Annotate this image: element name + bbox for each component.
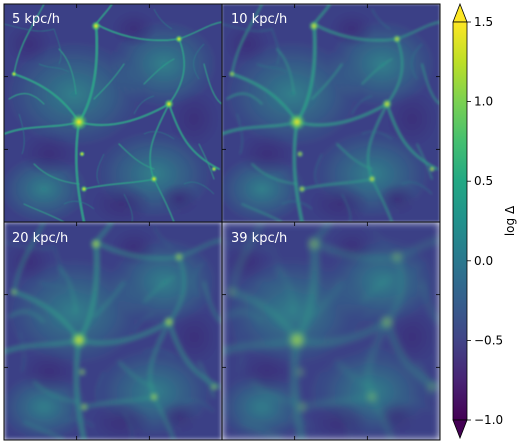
panel-top-left-image xyxy=(4,4,222,222)
colorbar-extend-top xyxy=(452,2,468,23)
colorbar-tick-label: 0.0 xyxy=(474,254,493,268)
colorbar-tick-label: 0.5 xyxy=(474,174,493,188)
panel-bottom-right: 39 kpc/h xyxy=(222,222,440,440)
panel-top-right: 10 kpc/h xyxy=(222,4,440,222)
colorbar-tick-label: −0.5 xyxy=(474,333,503,347)
colorbar: 1.5 1.0 0.5 0.0 −0.5 −1.0 log Δ xyxy=(452,2,517,440)
colorbar-extend-bottom xyxy=(452,419,468,440)
panel-top-right-image xyxy=(222,4,440,222)
panel-label-top-right: 10 kpc/h xyxy=(231,12,287,27)
panel-bottom-left-image xyxy=(4,222,222,440)
panel-label-bottom-right: 39 kpc/h xyxy=(231,231,287,246)
colorbar-tick-label: −1.0 xyxy=(474,413,503,427)
panel-bottom-left: 20 kpc/h xyxy=(4,222,222,440)
colorbar-gradient xyxy=(452,21,468,421)
panel-label-bottom-left: 20 kpc/h xyxy=(12,231,68,246)
colorbar-label: log Δ xyxy=(503,205,517,236)
panel-top-left: 5 kpc/h xyxy=(4,4,222,222)
colorbar-tick-label: 1.0 xyxy=(474,95,493,109)
panel-label-top-left: 5 kpc/h xyxy=(12,12,60,27)
panel-bottom-right-image xyxy=(222,222,440,440)
colorbar-ticks: 1.5 1.0 0.5 0.0 −0.5 −1.0 xyxy=(467,15,503,427)
colorbar-tick-label: 1.5 xyxy=(474,15,493,29)
edge-ticks xyxy=(4,4,440,440)
